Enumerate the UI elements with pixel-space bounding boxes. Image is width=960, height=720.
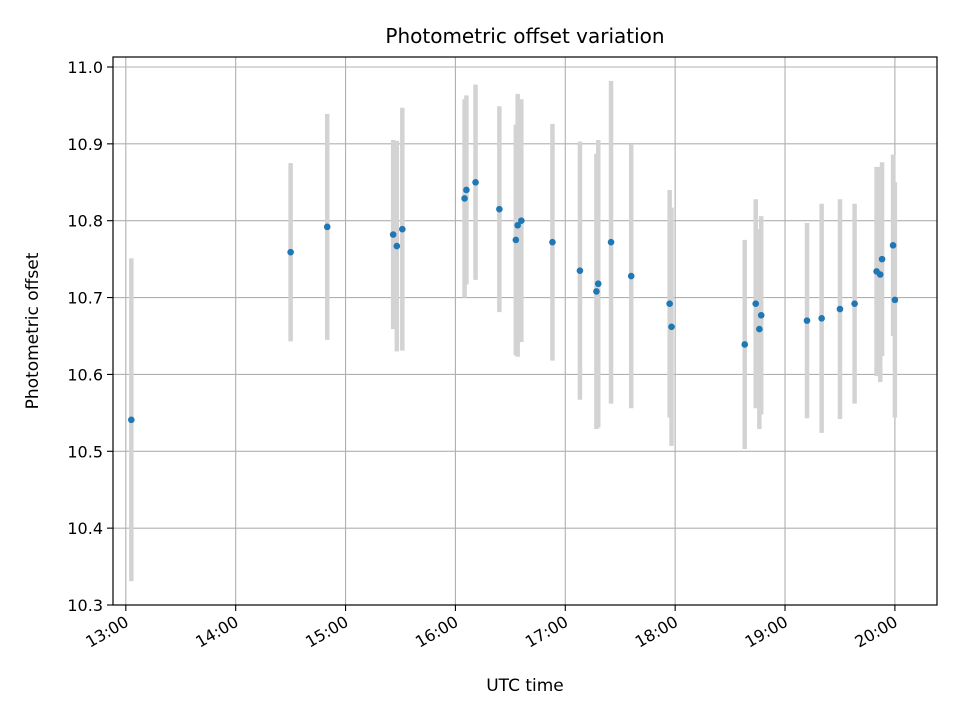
y-tick-label: 10.4 [67,519,103,538]
chart-title: Photometric offset variation [385,24,664,48]
y-tick-label: 10.9 [67,135,103,154]
grid [113,57,937,606]
data-point [287,248,294,256]
data-point [323,223,331,231]
data-point [889,242,897,249]
data-point [756,325,763,333]
data-point [666,300,673,308]
data-point [836,305,844,313]
x-axis-label: UTC time [486,676,564,696]
data-point [891,296,899,304]
data-point [668,323,675,331]
y-axis-label: Photometric offset [23,252,43,409]
data-point [399,225,406,233]
y-tick-label: 10.7 [67,289,103,308]
data-point [518,217,525,225]
data-point [757,311,765,319]
data-point [389,231,397,238]
data-point [463,186,470,194]
data-points [128,178,899,424]
y-tick-label: 10.8 [67,212,103,231]
data-point [818,315,825,322]
data-point [549,238,556,246]
data-point [576,267,584,274]
data-point [752,300,760,308]
data-point [878,255,886,263]
y-tick-label: 10.6 [67,365,103,384]
data-point [514,222,521,229]
data-point [594,280,602,288]
data-point [472,178,479,186]
data-point [496,205,503,213]
data-point [803,317,811,324]
data-point [851,300,858,308]
data-point [512,236,520,244]
data-point [876,271,884,278]
y-tick-label: 10.5 [67,442,103,461]
y-tick-label: 10.3 [67,596,103,615]
data-point [593,288,600,295]
data-point [741,341,749,348]
data-point [128,416,135,424]
data-point [627,272,635,280]
y-tick-label: 11.0 [67,58,103,77]
data-point [461,195,468,202]
data-point [607,238,615,246]
plot-frame [112,56,938,606]
y-axis-ticks: 10.3 10.4 10.5 10.6 10.7 10.8 10.9 11.0 [67,58,113,615]
data-point [393,242,401,250]
